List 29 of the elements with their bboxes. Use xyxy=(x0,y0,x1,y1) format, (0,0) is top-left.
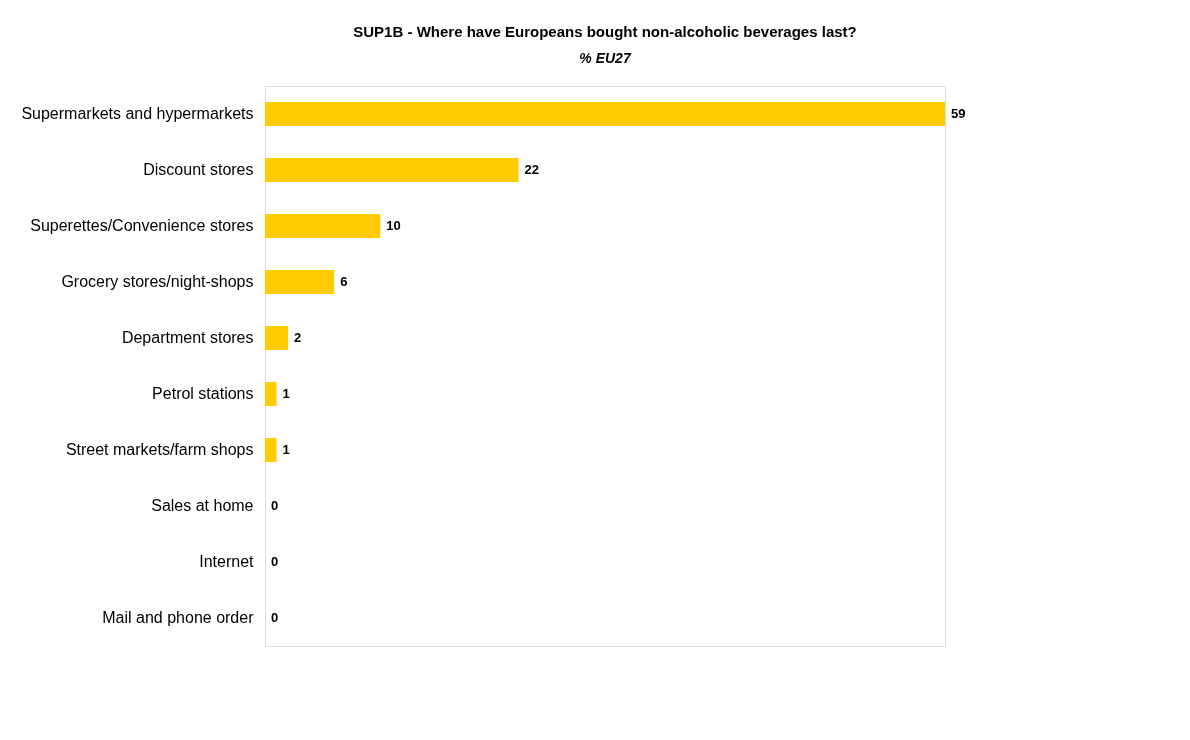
data-label: 59 xyxy=(951,106,966,121)
data-label: 1 xyxy=(282,386,290,401)
data-label: 0 xyxy=(271,554,279,569)
data-label: 1 xyxy=(282,442,290,457)
y-tick-label: Supermarkets and hypermarkets xyxy=(21,105,254,122)
bar xyxy=(265,382,277,406)
bar xyxy=(265,270,335,294)
y-tick-label: Sales at home xyxy=(151,497,254,514)
bar xyxy=(265,158,519,182)
data-label: 0 xyxy=(271,610,279,625)
data-label: 6 xyxy=(340,274,348,289)
bar xyxy=(265,326,289,350)
bar xyxy=(265,214,381,238)
bar xyxy=(265,102,945,126)
bar xyxy=(265,438,277,462)
data-label: 10 xyxy=(386,218,401,233)
y-tick-label: Department stores xyxy=(121,329,254,346)
y-tick-label: Grocery stores/night-shops xyxy=(61,273,254,290)
y-tick-label: Superettes/Convenience stores xyxy=(30,217,254,234)
chart-subtitle: % EU27 xyxy=(579,50,632,66)
chart-title: SUP1B - Where have Europeans bought non-alcoholic beverages last? xyxy=(353,23,857,40)
y-tick-label: Discount stores xyxy=(143,161,254,178)
y-tick-label: Street markets/farm shops xyxy=(65,441,254,458)
y-tick-label: Internet xyxy=(199,553,255,570)
y-tick-label: Petrol stations xyxy=(152,385,254,402)
y-tick-label: Mail and phone order xyxy=(102,609,255,626)
data-label: 22 xyxy=(524,162,540,177)
data-label: 0 xyxy=(271,498,279,513)
data-label: 2 xyxy=(294,330,302,345)
